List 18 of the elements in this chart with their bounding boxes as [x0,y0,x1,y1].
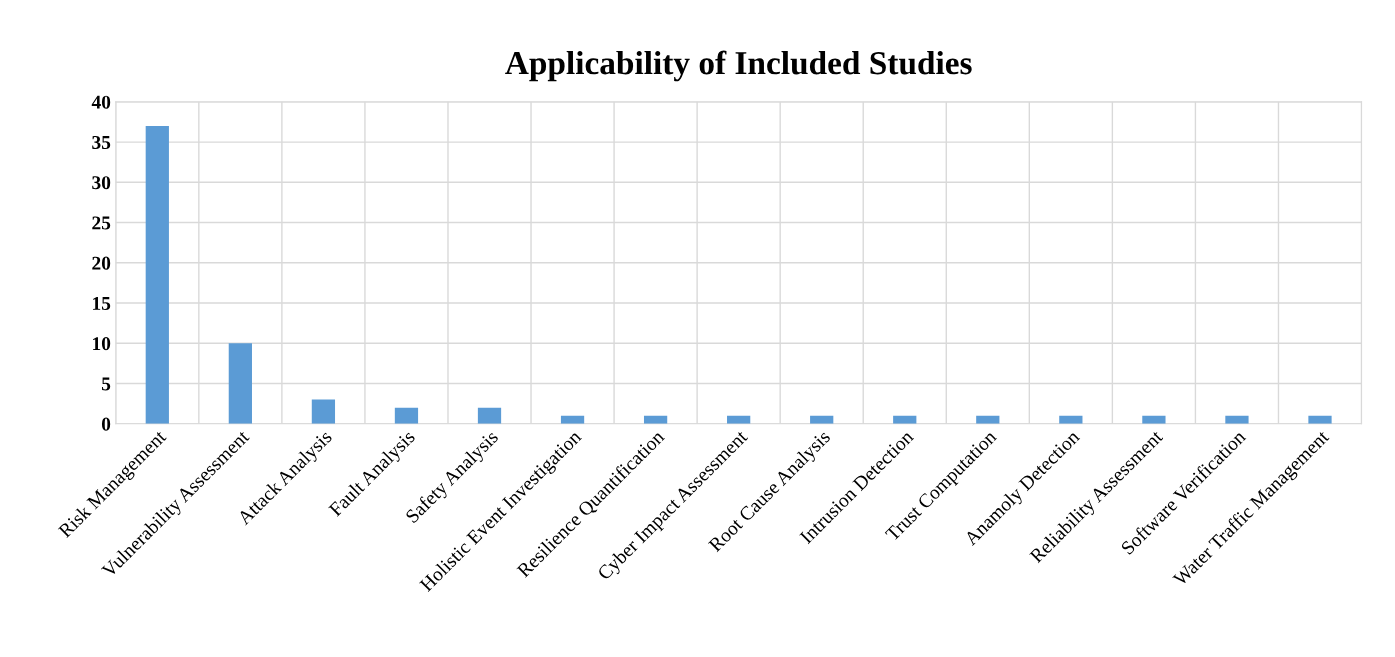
bar [311,399,336,424]
y-tick-label: 15 [93,296,111,310]
y-tick-label: 25 [92,216,111,230]
bar [145,125,169,424]
bar [228,343,252,424]
bar [1142,415,1166,424]
bar [1225,415,1249,424]
bar [394,407,419,424]
y-tick-label: 30 [92,176,111,190]
y-tick-label: 40 [91,95,111,109]
y-tick-label: 20 [92,256,111,270]
y-tick-label: 0 [101,417,111,431]
bar [477,407,502,424]
y-tick-label: 10 [93,337,111,351]
y-tick-label: 5 [101,377,111,391]
bar [1308,415,1332,424]
chart-title: Applicability of Included Studies [505,50,972,82]
y-tick-label: 35 [92,135,111,150]
